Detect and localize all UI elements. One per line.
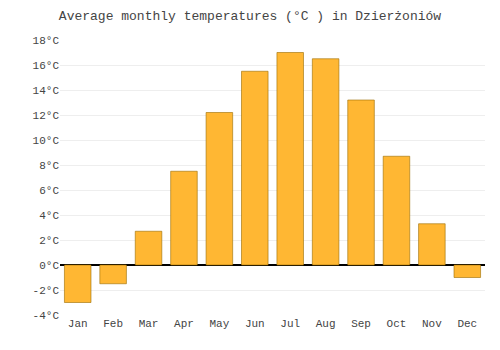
svg-text:Jan: Jan (68, 318, 88, 330)
svg-text:10°C: 10°C (33, 135, 60, 147)
svg-text:-4°C: -4°C (33, 310, 60, 322)
svg-text:Jun: Jun (245, 318, 265, 330)
svg-text:18°C: 18°C (33, 35, 60, 47)
svg-text:Nov: Nov (422, 318, 442, 330)
svg-text:-2°C: -2°C (33, 285, 60, 297)
svg-text:May: May (209, 318, 229, 330)
svg-text:Jul: Jul (280, 318, 300, 330)
svg-text:Feb: Feb (103, 318, 123, 330)
svg-text:Sep: Sep (351, 318, 371, 330)
svg-text:2°C: 2°C (39, 235, 59, 247)
svg-text:16°C: 16°C (33, 60, 60, 72)
svg-text:14°C: 14°C (33, 85, 60, 97)
svg-text:Average monthly temperatures (: Average monthly temperatures (°C ) in Dz… (59, 9, 441, 24)
svg-text:0°C: 0°C (39, 260, 59, 272)
svg-text:Mar: Mar (139, 318, 159, 330)
svg-text:Dec: Dec (457, 318, 477, 330)
svg-text:Apr: Apr (174, 318, 194, 330)
svg-text:4°C: 4°C (39, 210, 59, 222)
svg-text:6°C: 6°C (39, 185, 59, 197)
svg-text:Oct: Oct (387, 318, 407, 330)
svg-text:12°C: 12°C (33, 110, 60, 122)
svg-text:8°C: 8°C (39, 160, 59, 172)
svg-text:Aug: Aug (316, 318, 336, 330)
